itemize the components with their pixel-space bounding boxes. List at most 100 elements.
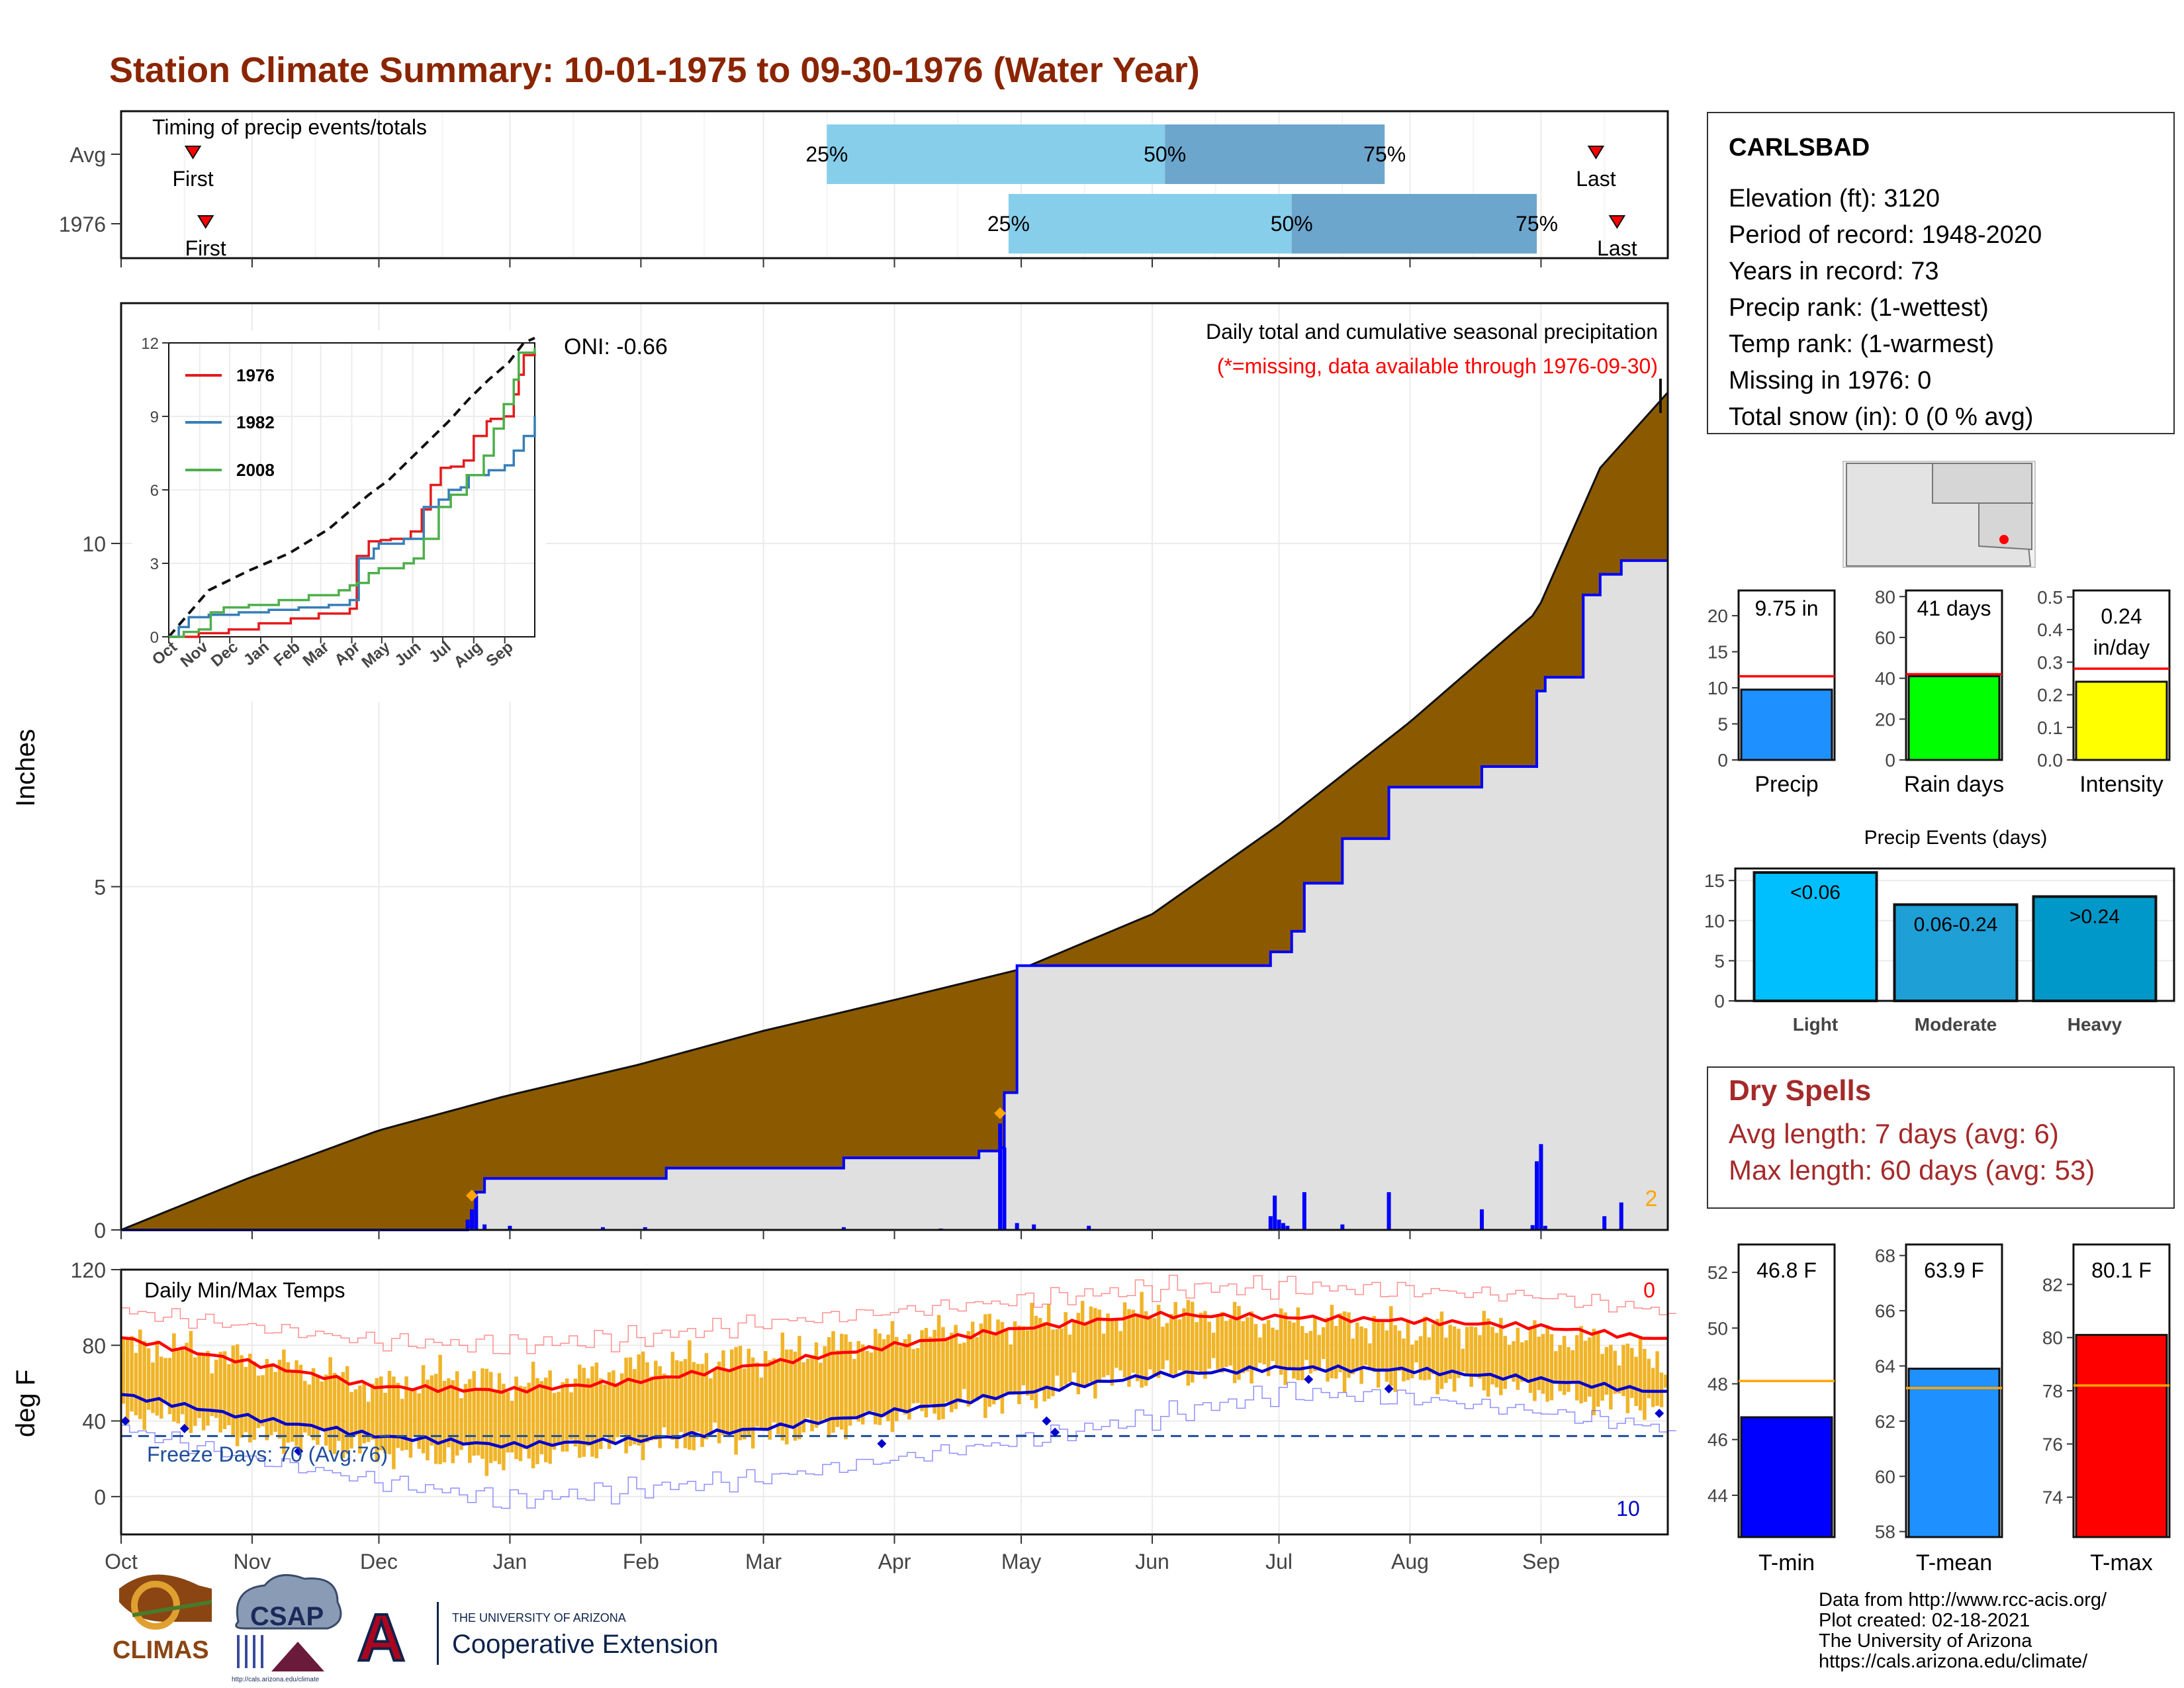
daily-temp-bar [484, 1368, 489, 1476]
temp-y-axis-label: deg F [11, 1370, 40, 1437]
daily-temp-bar [573, 1378, 578, 1447]
daily-temp-bar [628, 1357, 633, 1446]
daily-temp-bar [954, 1325, 958, 1409]
daily-precip-bar [1302, 1192, 1306, 1230]
mini-bar-tick-label: 40 [1875, 669, 1895, 689]
daily-precip-bar [1087, 1225, 1091, 1230]
daily-temp-bar [1334, 1326, 1338, 1379]
dry-spells-avg: Avg length: 7 days (avg: 6) [1729, 1118, 2059, 1149]
daily-temp-bar [1604, 1346, 1609, 1395]
daily-temp-bar [366, 1401, 371, 1442]
daily-temp-bar [899, 1346, 903, 1412]
daily-temp-bar [933, 1329, 936, 1414]
daily-temp-bar [945, 1337, 950, 1402]
daily-temp-bar [1085, 1323, 1089, 1386]
event-category-label: Light [1793, 1014, 1838, 1035]
temp-bar-label: T-max [2090, 1550, 2152, 1575]
daily-temp-bar [1224, 1321, 1228, 1367]
daily-temp-bar [743, 1368, 747, 1440]
daily-temp-bar [413, 1390, 417, 1437]
daily-temp-bar [146, 1348, 151, 1410]
temp-bar-tick-label: 64 [1875, 1356, 1895, 1376]
daily-temp-bar [1072, 1320, 1076, 1373]
daily-temp-bar [1347, 1312, 1351, 1378]
daily-precip-bar [482, 1224, 487, 1230]
mini-bar-label: Intensity [2079, 772, 2163, 797]
daily-temp-bar [1541, 1334, 1545, 1394]
daily-temp-bar [890, 1321, 895, 1432]
daily-precip-bar [1281, 1223, 1285, 1230]
daily-precip-bar [469, 1209, 474, 1230]
daily-temp-bar [303, 1381, 307, 1433]
daily-temp-bar [1427, 1337, 1432, 1380]
daily-temp-bar [1465, 1327, 1469, 1376]
daily-temp-bar [1321, 1327, 1326, 1359]
daily-temp-bar [387, 1370, 392, 1454]
daily-temp-bar [345, 1366, 349, 1454]
inset-avg-line [167, 336, 535, 638]
daily-temp-bar [1216, 1315, 1220, 1370]
daily-temp-bar [903, 1338, 907, 1415]
daily-temp-bar [548, 1370, 552, 1464]
daily-temp-bar [696, 1364, 700, 1432]
temp-bar-tick-label: 48 [1707, 1374, 1728, 1394]
daily-temp-bar [298, 1364, 303, 1452]
daily-temp-bar [856, 1340, 861, 1422]
daily-temp-bar [1418, 1336, 1423, 1380]
temp-y-tick-label: 40 [82, 1410, 106, 1434]
precip-diamond-marker [465, 1190, 478, 1202]
daily-temp-bar [1469, 1326, 1473, 1387]
daily-temp-bar [1287, 1321, 1292, 1369]
daily-temp-bar [615, 1383, 620, 1438]
daily-precip-bar [1268, 1216, 1273, 1230]
temp-bar-tick-label: 66 [1875, 1301, 1895, 1321]
daily-temp-bar [222, 1351, 227, 1429]
precip-panel-title: Daily total and cumulative seasonal prec… [1206, 320, 1658, 344]
daily-temp-bar [430, 1375, 434, 1446]
month-label: Feb [623, 1550, 659, 1573]
daily-temp-bar [1308, 1331, 1313, 1374]
daily-temp-bar [1042, 1322, 1046, 1401]
inset-y-tick-label: 0 [150, 629, 159, 647]
daily-temp-bar [1190, 1301, 1195, 1383]
daily-temp-bar [214, 1359, 218, 1418]
daily-temp-bar [991, 1334, 996, 1405]
daily-temp-bar [1161, 1327, 1165, 1370]
daily-temp-bar [1279, 1308, 1283, 1375]
daily-temp-bar [1600, 1354, 1604, 1401]
daily-temp-bar [1494, 1333, 1499, 1387]
daily-temp-bar [1292, 1322, 1296, 1379]
inset-y-tick-label: 6 [150, 482, 159, 500]
observed-cumulative-line [121, 559, 1668, 1231]
temp-panel-title: Daily Min/Max Temps [144, 1278, 345, 1302]
daily-precip-bar [474, 1196, 478, 1230]
month-label: Mar [745, 1550, 782, 1573]
daily-temp-bar [282, 1349, 286, 1454]
daily-temp-bar [472, 1371, 476, 1456]
daily-temp-bar [776, 1360, 780, 1434]
daily-temp-bar [860, 1344, 865, 1425]
daily-temp-bar [362, 1381, 366, 1444]
daily-temp-bar [404, 1376, 408, 1450]
daily-temp-bar [924, 1328, 929, 1418]
record-low-line [121, 1382, 1676, 1509]
events-y-tick-label: 0 [1714, 991, 1725, 1011]
daily-temp-bar [915, 1348, 920, 1403]
events-title: Precip Events (days) [1864, 827, 2048, 849]
precip-diamond-marker [994, 1107, 1007, 1119]
mini-bar-value-label: 9.75 in [1754, 596, 1818, 620]
daily-temp-bar [426, 1380, 430, 1461]
daily-temp-bar [1528, 1327, 1533, 1393]
daily-precip-bar [1619, 1202, 1623, 1230]
daily-temp-bar [1199, 1313, 1203, 1374]
timing-band-50-75 [1291, 194, 1537, 254]
precip-panel-subtitle: (*=missing, data available through 1976-… [1217, 354, 1658, 378]
daily-temp-bar [768, 1360, 772, 1440]
daily-temp-bar [316, 1376, 320, 1445]
timing-panel: Timing of precip events/totals Avg 25% 50% 7… [59, 110, 1669, 267]
daily-temp-bar [780, 1333, 785, 1441]
daily-temp-bar [996, 1319, 1000, 1401]
event-bar-value-label: <0.06 [1790, 882, 1841, 904]
daily-temp-bar [1372, 1315, 1377, 1372]
daily-temp-bar [447, 1378, 451, 1448]
